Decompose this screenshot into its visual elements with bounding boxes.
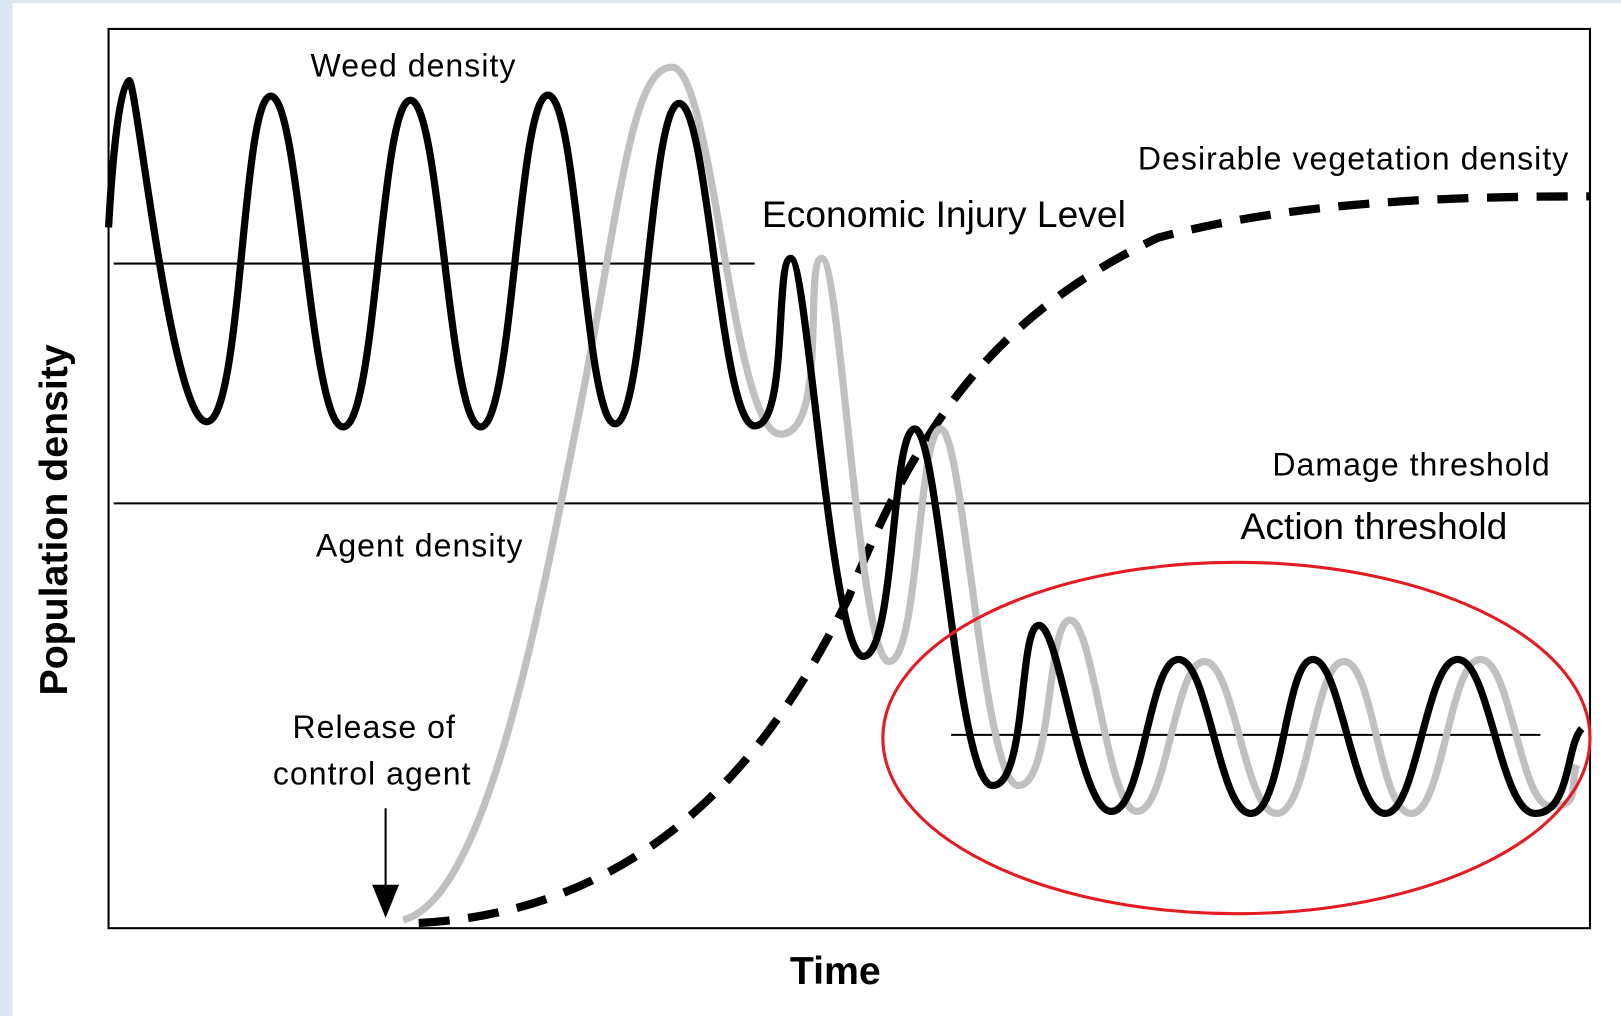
action-threshold-label: Action threshold — [1241, 505, 1508, 547]
weed-density-label: Weed density — [311, 48, 517, 84]
economic-injury-label: Economic Injury Level — [762, 193, 1126, 235]
damage-threshold-label: Damage threshold — [1272, 447, 1550, 483]
desirable-vegetation-label: Desirable vegetation density — [1138, 141, 1569, 177]
release-arrow-head — [372, 884, 400, 918]
x-axis-label: Time — [790, 949, 881, 993]
left-strip — [0, 0, 13, 1016]
plot-frame — [107, 27, 1592, 930]
desirable-vegetation-curve — [418, 192, 1590, 928]
equilibrium-ellipse — [881, 560, 1592, 916]
weed-density-curve — [104, 77, 1585, 818]
release-label-2: control agent — [273, 756, 472, 792]
agent-density-label: Agent density — [316, 527, 524, 563]
y-axis-label: Population density — [32, 344, 76, 695]
agent-density-curve — [402, 63, 1581, 924]
release-label-1: Release of — [292, 709, 456, 745]
top-strip — [0, 0, 1621, 4]
